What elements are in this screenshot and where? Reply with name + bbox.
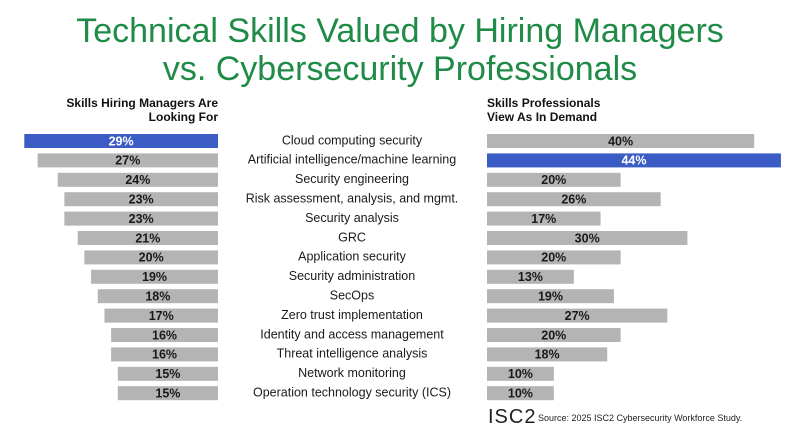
value-label: 10% xyxy=(508,367,533,381)
category-label: Zero trust implementation xyxy=(281,308,423,322)
category-label: Cloud computing security xyxy=(282,133,423,147)
value-label: 17% xyxy=(149,309,174,323)
bar xyxy=(487,269,574,284)
category-label: Risk assessment, analysis, and mgmt. xyxy=(246,191,459,205)
value-label: 26% xyxy=(561,192,586,206)
category-label: Network monitoring xyxy=(298,366,406,380)
value-label: 44% xyxy=(621,154,646,168)
bar xyxy=(64,211,218,226)
bar xyxy=(487,386,554,401)
value-label: 30% xyxy=(575,231,600,245)
value-label: 21% xyxy=(135,231,160,245)
bar xyxy=(487,250,621,265)
bar xyxy=(487,308,668,323)
value-label: 20% xyxy=(139,251,164,265)
bar xyxy=(77,231,218,245)
bar xyxy=(91,269,218,284)
bar xyxy=(487,231,688,245)
value-label: 10% xyxy=(508,386,533,400)
bar xyxy=(487,192,661,207)
category-label: Identity and access management xyxy=(260,327,444,341)
value-label: 18% xyxy=(535,348,560,362)
value-label: 15% xyxy=(155,386,180,400)
bar xyxy=(117,366,218,381)
value-label: 15% xyxy=(155,367,180,381)
value-label: 16% xyxy=(152,328,177,342)
value-label: 27% xyxy=(115,154,140,168)
value-label: 20% xyxy=(541,328,566,342)
value-label: 23% xyxy=(129,212,154,226)
category-label: Security engineering xyxy=(295,172,409,186)
value-label: 40% xyxy=(608,134,633,148)
category-label: SecOps xyxy=(330,288,374,302)
bar xyxy=(97,289,218,304)
bar xyxy=(111,328,218,342)
value-label: 16% xyxy=(152,348,177,362)
bar xyxy=(64,192,218,207)
bar xyxy=(487,289,614,304)
category-label: Security analysis xyxy=(305,211,399,225)
bar xyxy=(487,134,755,148)
category-label: Application security xyxy=(298,250,406,264)
category-label: GRC xyxy=(338,230,366,244)
category-label: Security administration xyxy=(289,269,415,283)
chart-title: Technical Skills Valued by Hiring Manage… xyxy=(76,12,724,88)
value-label: 13% xyxy=(518,270,543,284)
bar xyxy=(117,386,218,401)
source-note: Source: 2025 ISC2 Cybersecurity Workforc… xyxy=(538,413,743,423)
logo: ISC2 xyxy=(488,406,537,428)
value-label: 23% xyxy=(129,192,154,206)
value-label: 20% xyxy=(541,173,566,187)
value-label: 19% xyxy=(538,289,563,303)
bar xyxy=(487,211,601,226)
series-header: Skills Professionals View As In Demand xyxy=(487,96,601,124)
series-header: Skills Hiring Managers Are Looking For xyxy=(66,96,218,124)
bar xyxy=(487,347,608,362)
bar xyxy=(104,308,218,323)
value-label: 19% xyxy=(142,270,167,284)
bar xyxy=(57,172,219,187)
bar xyxy=(487,366,554,381)
value-label: 24% xyxy=(125,173,150,187)
bar xyxy=(37,153,218,168)
value-label: 18% xyxy=(145,289,170,303)
category-label: Operation technology security (ICS) xyxy=(253,385,451,399)
value-label: 20% xyxy=(541,251,566,265)
bar xyxy=(487,328,621,342)
bar xyxy=(487,153,781,168)
bar xyxy=(487,172,621,187)
value-label: 17% xyxy=(531,212,556,226)
bar xyxy=(84,250,219,265)
value-label: 29% xyxy=(109,134,134,148)
bar xyxy=(24,134,219,148)
value-label: 27% xyxy=(565,309,590,323)
category-label: Threat intelligence analysis xyxy=(277,347,428,361)
bar xyxy=(111,347,218,362)
category-label: Artificial intelligence/machine learning xyxy=(248,153,456,167)
